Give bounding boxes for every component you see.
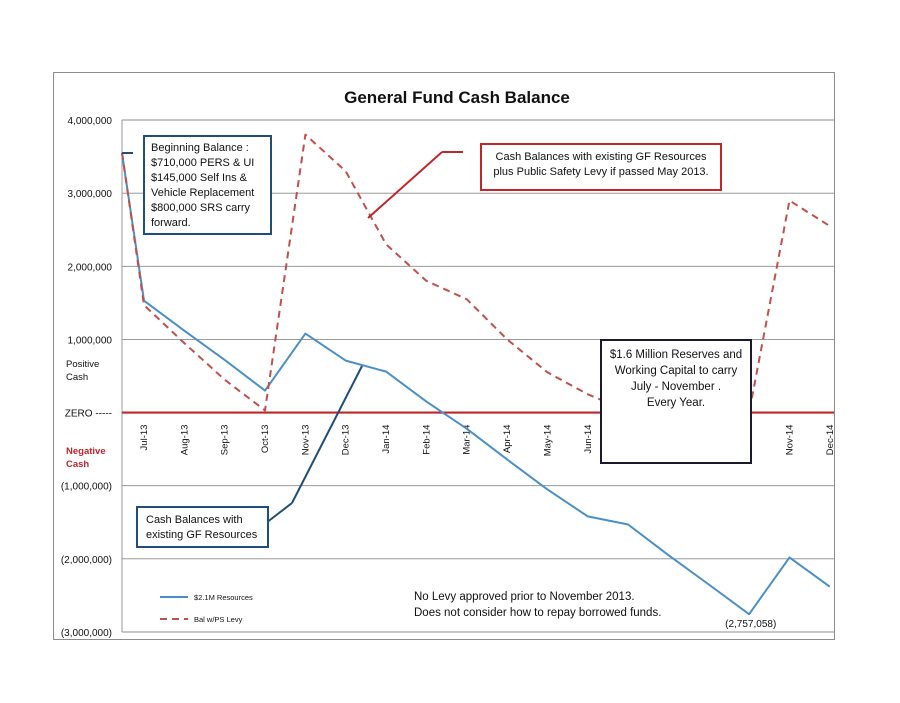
x-tick-label: Aug-13 [179, 425, 190, 456]
legend-label-resources: $2.1M Resources [194, 593, 253, 602]
callout-line: $710,000 PERS & UI [151, 157, 255, 169]
positive-cash-label: Positive [66, 359, 99, 370]
callout-line: forward. [151, 217, 191, 229]
x-tick-label: Oct-13 [260, 425, 271, 454]
callout-line: existing GF Resources [146, 529, 258, 541]
y-tick-label: (3,000,000) [61, 628, 112, 639]
y-tick-label: 4,000,000 [68, 116, 113, 127]
callout-line: $1.6 Million Reserves and [609, 349, 743, 361]
positive-cash-label: Cash [66, 372, 88, 383]
y-tick-label: (1,000,000) [61, 482, 112, 493]
x-tick-label: Jan-14 [381, 425, 392, 454]
callout-line: $800,000 SRS carry [151, 202, 251, 214]
gf-resources-callout: Cash Balances with existing GF Resources [136, 506, 269, 548]
beginning-balance-callout: Beginning Balance : $710,000 PERS & UI $… [143, 135, 272, 235]
data-label: (2,757,058) [725, 619, 776, 630]
callout-line: Cash Balances with existing GF Resources [495, 151, 707, 163]
callout-leader [265, 502, 293, 524]
footnote: No Levy approved prior to November 2013.… [414, 589, 661, 621]
footnote-line: Does not consider how to repay borrowed … [414, 607, 662, 619]
x-tick-label: Nov-13 [300, 425, 311, 456]
x-tick-label: Dec-14 [825, 425, 836, 456]
callout-line: Beginning Balance : [151, 142, 249, 154]
x-tick-label: Feb-14 [421, 425, 432, 455]
callout-line: Vehicle Replacement [151, 187, 255, 199]
levy-callout: Cash Balances with existing GF Resources… [480, 143, 722, 191]
x-tick-label: Nov-14 [784, 425, 795, 456]
x-tick-label: Apr-14 [502, 425, 513, 454]
negative-cash-label: Cash [66, 459, 89, 470]
x-tick-label: Sep-13 [220, 425, 231, 456]
y-tick-label: (2,000,000) [61, 555, 112, 566]
legend-label-ps-levy: Bal w/PS Levy [194, 615, 243, 624]
callout-leader [367, 151, 443, 219]
callout-line: $145,000 Self Ins & [151, 172, 248, 184]
callout-leader [291, 365, 363, 504]
y-tick-label: 2,000,000 [68, 262, 113, 273]
y-tick-label: 1,000,000 [68, 335, 113, 346]
callout-line: Every Year. [646, 397, 706, 409]
x-tick-label: Mar-14 [462, 425, 473, 455]
callout-line: plus Public Safety Levy if passed May 20… [493, 166, 709, 178]
callout-line: Cash Balances with [146, 514, 243, 526]
callout-line: July - November . [630, 381, 722, 393]
chart-frame [53, 72, 835, 640]
reserves-callout: $1.6 Million Reserves and Working Capita… [600, 339, 752, 464]
x-tick-label: Dec-13 [341, 425, 352, 456]
y-tick-label: ZERO ----- [65, 409, 112, 420]
footnote-line: No Levy approved prior to November 2013. [414, 591, 635, 603]
y-tick-label: 3,000,000 [68, 189, 113, 200]
callout-line: Working Capital to carry [614, 365, 738, 377]
x-tick-label: May-14 [542, 425, 553, 457]
chart-title: General Fund Cash Balance [344, 88, 570, 107]
negative-cash-label: Negative [66, 446, 106, 457]
x-tick-label: Jun-14 [583, 425, 594, 454]
x-tick-label: Jul-13 [139, 425, 150, 451]
